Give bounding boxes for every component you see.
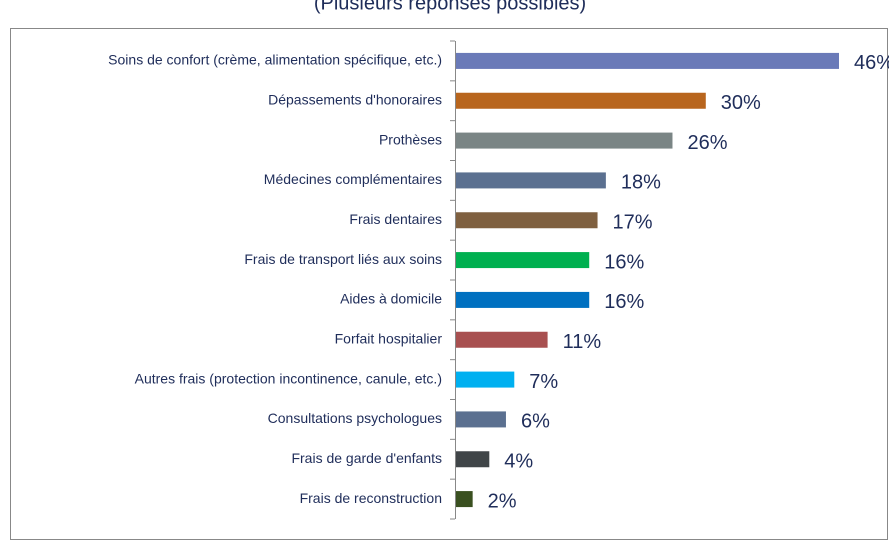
value-label: 30%	[721, 92, 761, 114]
bar	[456, 52, 839, 69]
category-label: Prothèses	[379, 131, 442, 147]
value-label: 17%	[613, 212, 653, 234]
value-label: 18%	[621, 172, 661, 194]
bar	[456, 411, 506, 428]
bar	[456, 252, 590, 269]
category-label: Autres frais (protection incontinence, c…	[135, 370, 442, 386]
value-label: 4%	[504, 451, 533, 473]
category-label: Frais de transport liés aux soins	[244, 251, 442, 267]
value-label: 16%	[604, 251, 644, 273]
bar	[456, 371, 515, 388]
value-label: 26%	[687, 132, 727, 154]
bar	[456, 491, 473, 508]
bar	[456, 172, 606, 189]
bar	[456, 291, 590, 308]
bar	[456, 92, 706, 109]
bar	[456, 331, 548, 348]
value-label: 16%	[604, 291, 644, 313]
value-label: 11%	[563, 331, 602, 353]
category-label: Frais de garde d'enfants	[291, 450, 442, 466]
bar	[456, 212, 598, 229]
chart-subtitle: (Plusieurs réponses possibles)	[314, 0, 586, 14]
category-label: Consultations psychologues	[268, 410, 442, 426]
category-label: Frais de reconstruction	[300, 490, 442, 506]
bar	[456, 132, 673, 149]
bar	[456, 451, 490, 468]
category-label: Forfait hospitalier	[335, 330, 443, 346]
value-label: 2%	[488, 490, 517, 512]
category-label: Médecines complémentaires	[264, 171, 442, 187]
value-label: 6%	[521, 411, 550, 433]
category-label: Frais dentaires	[349, 211, 442, 227]
category-label: Aides à domicile	[340, 291, 442, 307]
value-label: 46%	[854, 52, 889, 74]
value-label: 7%	[529, 371, 558, 393]
chart-border	[10, 28, 888, 540]
category-label: Soins de confort (crème, alimentation sp…	[108, 52, 442, 68]
category-label: Dépassements d'honoraires	[268, 91, 442, 107]
